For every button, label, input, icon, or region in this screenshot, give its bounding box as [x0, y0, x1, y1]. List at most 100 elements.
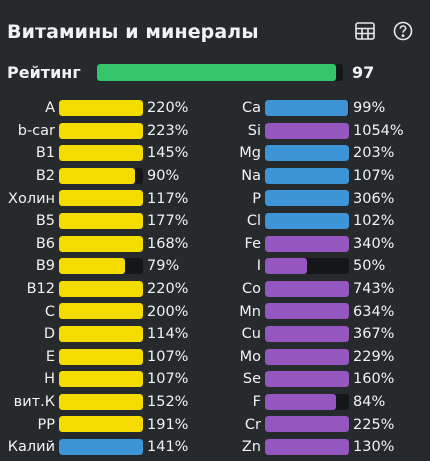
- nutrient-row: B1 145%: [0, 142, 215, 165]
- nutrient-bar: [265, 438, 349, 455]
- nutrient-percent: 84%: [353, 394, 386, 411]
- nutrient-name: C: [44, 303, 55, 320]
- nutrient-bar-fill: [59, 100, 143, 116]
- nutrient-percent: 220%: [147, 281, 189, 298]
- nutrient-bar: [59, 393, 143, 410]
- nutrient-row: Mo 229%: [201, 346, 430, 369]
- nutrient-name: Mg: [239, 145, 261, 162]
- nutrient-bar-fill: [265, 100, 349, 116]
- nutrient-bar-fill: [265, 371, 349, 388]
- nutrient-name: Cl: [246, 213, 261, 230]
- nutrient-name: PP: [37, 416, 56, 433]
- nutrient-name: Cu: [241, 326, 261, 343]
- nutrient-percent: 200%: [147, 303, 189, 320]
- nutrient-percent: 225%: [353, 416, 395, 433]
- nutrient-bar-fill: [59, 348, 143, 365]
- nutrient-row: Mg 203%: [201, 142, 430, 165]
- nutrient-bar-fill: [59, 212, 143, 229]
- nutrient-row: Co 743%: [201, 278, 430, 301]
- rating-label: Рейтинг: [7, 62, 81, 82]
- nutrient-percent: 306%: [353, 190, 395, 207]
- nutrient-name: b-car: [17, 122, 55, 139]
- nutrient-row: Fe 340%: [201, 233, 430, 256]
- nutrient-row: E 107%: [0, 346, 215, 369]
- nutrient-row: Cr 225%: [201, 413, 430, 436]
- nutrient-row: вит.К 152%: [0, 391, 215, 414]
- nutrient-bar-fill: [59, 235, 143, 252]
- rating-value: 97: [352, 62, 375, 82]
- nutrient-percent: 160%: [353, 371, 395, 388]
- nutrient-percent: 634%: [353, 303, 395, 320]
- nutrient-row: B6 168%: [0, 233, 215, 256]
- nutrient-name: B12: [26, 281, 55, 298]
- nutrient-percent: 130%: [353, 439, 395, 456]
- nutrient-name: Mn: [239, 303, 261, 320]
- nutrient-bar-fill: [265, 122, 349, 139]
- nutrient-percent: 743%: [353, 281, 395, 298]
- nutrient-bar: [59, 145, 143, 162]
- nutrient-row: F 84%: [201, 391, 430, 414]
- nutrient-bar: [265, 303, 349, 320]
- nutrient-row: Zn 130%: [201, 436, 430, 459]
- nutrient-row: PP 191%: [0, 413, 215, 436]
- nutrient-name: вит.К: [13, 394, 55, 411]
- nutrient-name: H: [44, 371, 55, 388]
- nutrient-bar-fill: [59, 167, 135, 184]
- nutrient-percent: 145%: [147, 145, 189, 162]
- nutrient-name: Холин: [8, 190, 55, 207]
- nutrient-bar-fill: [265, 212, 349, 229]
- table-icon[interactable]: [354, 20, 376, 42]
- nutrient-bar: [59, 100, 143, 116]
- nutrient-row: Mn 634%: [201, 300, 430, 323]
- nutrient-row: Ca 99%: [201, 97, 430, 120]
- header-actions: [354, 20, 414, 42]
- nutrient-name: Ca: [241, 100, 261, 117]
- nutrient-percent: 99%: [353, 100, 386, 117]
- nutrient-bar: [59, 212, 143, 229]
- nutrient-row: I 50%: [201, 255, 430, 278]
- nutrient-name: B6: [35, 235, 55, 252]
- nutrient-row: B2 90%: [0, 165, 215, 188]
- nutrient-row: Na 107%: [201, 165, 430, 188]
- nutrient-bar: [59, 167, 143, 184]
- nutrient-name: B9: [35, 258, 55, 275]
- nutrient-row: B5 177%: [0, 210, 215, 233]
- nutrient-percent: 90%: [147, 168, 180, 185]
- nutrient-bar-fill: [59, 303, 143, 320]
- nutrient-bar-fill: [59, 438, 143, 455]
- nutrient-name: Co: [242, 281, 261, 298]
- nutrient-percent: 79%: [147, 258, 180, 275]
- nutrient-bar-fill: [59, 393, 143, 410]
- nutrient-bar: [265, 100, 349, 116]
- nutrient-bar: [265, 122, 349, 139]
- nutrient-bar: [59, 348, 143, 365]
- nutrient-name: D: [43, 326, 55, 343]
- nutrient-percent: 203%: [353, 145, 395, 162]
- nutrient-bar: [265, 393, 349, 410]
- nutrient-name: B5: [35, 213, 55, 230]
- nutrient-bar: [59, 235, 143, 252]
- help-icon[interactable]: [392, 20, 414, 42]
- nutrient-bar: [59, 303, 143, 320]
- nutrient-name: P: [252, 190, 261, 207]
- nutrient-bar-fill: [265, 438, 349, 455]
- nutrient-name: B1: [35, 145, 55, 162]
- nutrient-percent: 141%: [147, 439, 189, 456]
- nutrient-name: Se: [242, 371, 261, 388]
- nutrient-row: Si 1054%: [201, 120, 430, 143]
- nutrient-bar-fill: [265, 235, 349, 252]
- nutrient-percent: 117%: [147, 190, 189, 207]
- nutrient-bar: [265, 416, 349, 433]
- nutrient-row: Cl 102%: [201, 210, 430, 233]
- nutrient-row: B12 220%: [0, 278, 215, 301]
- nutrient-bar: [59, 258, 143, 275]
- nutrient-bar-fill: [59, 122, 143, 139]
- nutrient-percent: 107%: [353, 168, 395, 185]
- nutrient-percent: 114%: [147, 326, 189, 343]
- nutrient-name: I: [256, 258, 261, 275]
- nutrient-bar-fill: [59, 280, 143, 297]
- nutrient-bar: [265, 280, 349, 297]
- nutrient-percent: 50%: [353, 258, 386, 275]
- nutrient-row: P 306%: [201, 187, 430, 210]
- nutrient-bar-fill: [59, 325, 143, 342]
